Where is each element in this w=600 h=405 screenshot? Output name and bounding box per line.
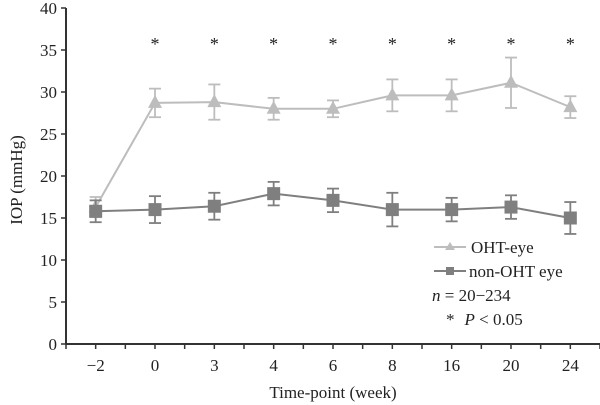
significance-stars: * * * * * * * * — [151, 34, 575, 54]
x-tick-label: −2 — [87, 356, 105, 375]
x-tick-label: 3 — [210, 356, 219, 375]
y-tick-label: 0 — [49, 335, 58, 354]
p-symbol: P — [464, 310, 475, 329]
significance-star: * — [447, 34, 456, 54]
legend-item-oht: OHT-eye — [434, 238, 534, 257]
significance-star: * — [329, 34, 338, 54]
significance-star: * — [388, 34, 397, 54]
n-range: = 20−234 — [441, 286, 512, 305]
axes: 0 5 10 15 20 25 30 35 40 −2 0 3 4 6 8 16 20 24 — [40, 0, 600, 375]
x-tick-label: 4 — [269, 356, 278, 375]
significance-star: * — [507, 34, 516, 54]
x-tick-label: 16 — [443, 356, 460, 375]
data-point-square — [504, 200, 518, 214]
legend-label-non-oht: non-OHT eye — [469, 262, 563, 281]
significance-star: * — [566, 34, 575, 54]
x-tick-label: 6 — [329, 356, 338, 375]
y-tick-label: 15 — [40, 209, 57, 228]
data-point-square — [267, 187, 281, 201]
data-point-triangle — [326, 100, 340, 114]
x-tick-label: 20 — [503, 356, 520, 375]
y-tick-label: 25 — [40, 125, 57, 144]
data-point-square — [89, 204, 103, 218]
legend-item-non-oht: non-OHT eye — [434, 262, 563, 281]
data-point-triangle — [266, 100, 281, 114]
p-annotation: * P < 0.05 — [446, 310, 523, 329]
series-layer — [88, 56, 578, 235]
data-point-triangle — [385, 87, 400, 101]
x-tick-label: 24 — [562, 356, 580, 375]
data-point-square — [207, 199, 221, 213]
x-axis-title: Time-point (week) — [269, 383, 396, 402]
data-point-triangle — [504, 74, 518, 88]
significance-star: * — [210, 34, 219, 54]
y-tick-label: 40 — [40, 0, 57, 18]
significance-star: * — [269, 34, 278, 54]
data-point-square — [385, 203, 399, 217]
data-point-triangle — [563, 99, 578, 113]
data-point-triangle — [148, 94, 162, 108]
significance-star: * — [151, 34, 160, 54]
legend: OHT-eye non-OHT eye n = 20−234 * P < 0.05 — [432, 238, 563, 329]
x-tick-label: 0 — [151, 356, 160, 375]
n-symbol: n — [432, 286, 441, 305]
x-tick-label: 8 — [388, 356, 397, 375]
y-tick-label: 20 — [40, 167, 57, 186]
p-threshold: < 0.05 — [475, 310, 523, 329]
data-point-triangle — [207, 94, 222, 108]
data-point-triangle — [444, 87, 459, 101]
data-point-square — [326, 193, 340, 207]
y-axis-title: IOP (mmHg) — [7, 135, 26, 225]
series-oht-eye — [88, 56, 578, 219]
y-tick-label: 10 — [40, 251, 57, 270]
series-non-oht-eye — [89, 180, 577, 235]
legend-triangle-icon — [445, 242, 455, 250]
y-tick-label: 30 — [40, 83, 57, 102]
legend-square-icon — [446, 267, 454, 275]
data-point-square — [148, 203, 162, 217]
data-point-square — [445, 203, 459, 217]
y-tick-label: 35 — [40, 41, 57, 60]
legend-label-oht: OHT-eye — [471, 238, 534, 257]
n-annotation: n = 20−234 — [432, 286, 511, 305]
p-star: * — [446, 310, 455, 329]
data-point-square — [563, 211, 577, 225]
y-tick-label: 5 — [49, 293, 58, 312]
